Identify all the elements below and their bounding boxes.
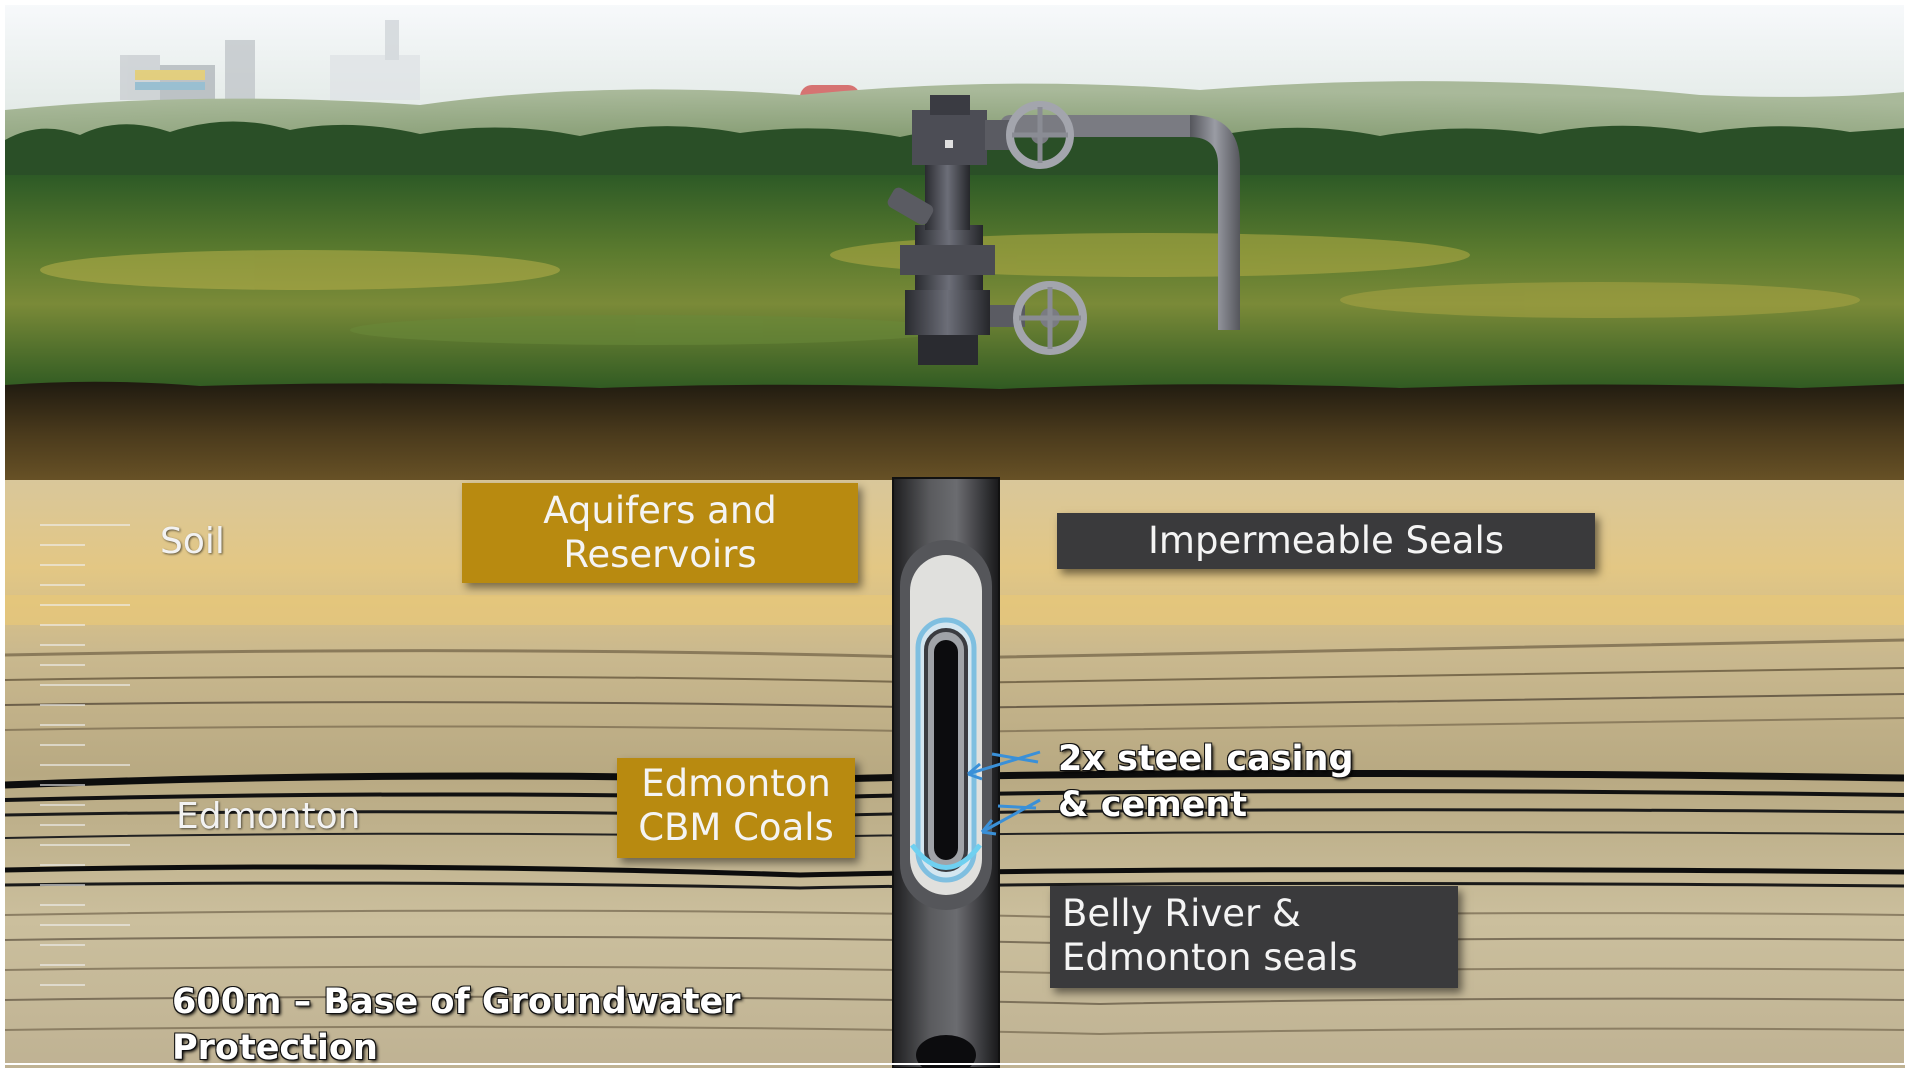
label-soil: Soil (160, 520, 225, 563)
label-casing-cement: 2x steel casing & cement (1058, 737, 1354, 828)
cbm-line-1: Edmonton (617, 762, 855, 806)
label-aquifers-reservoirs: Aquifers and Reservoirs (462, 483, 858, 583)
label-groundwater-base: 600m – Base of Groundwater Protection (172, 980, 741, 1071)
casing-line-1: 2x steel casing (1058, 737, 1354, 783)
label-impermeable-seals: Impermeable Seals (1057, 513, 1595, 569)
soil-text: Soil (160, 521, 225, 562)
casing-line-2: & cement (1058, 783, 1354, 829)
impermeable-seals-text: Impermeable Seals (1148, 519, 1504, 562)
label-edmonton: Edmonton (176, 795, 360, 838)
aquifers-line-1: Aquifers and (462, 489, 858, 533)
belly-river-line-2: Edmonton seals (1062, 936, 1458, 980)
label-belly-river-edmonton-seals: Belly River & Edmonton seals (1050, 886, 1458, 988)
groundwater-line-2: Protection (172, 1026, 741, 1071)
belly-river-line-1: Belly River & (1062, 892, 1458, 936)
groundwater-line-1: 600m – Base of Groundwater (172, 980, 741, 1026)
label-edmonton-cbm-coals: Edmonton CBM Coals (617, 758, 855, 858)
cbm-line-2: CBM Coals (617, 806, 855, 850)
wellbore-casing (893, 478, 999, 1068)
aquifers-line-2: Reservoirs (462, 533, 858, 577)
edmonton-text: Edmonton (176, 796, 360, 837)
